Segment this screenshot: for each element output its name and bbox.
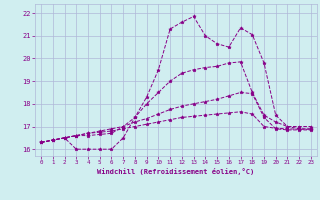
X-axis label: Windchill (Refroidissement éolien,°C): Windchill (Refroidissement éolien,°C) <box>97 168 255 175</box>
